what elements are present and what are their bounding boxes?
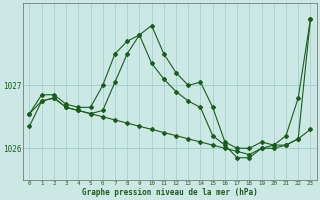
X-axis label: Graphe pression niveau de la mer (hPa): Graphe pression niveau de la mer (hPa)	[82, 188, 258, 197]
